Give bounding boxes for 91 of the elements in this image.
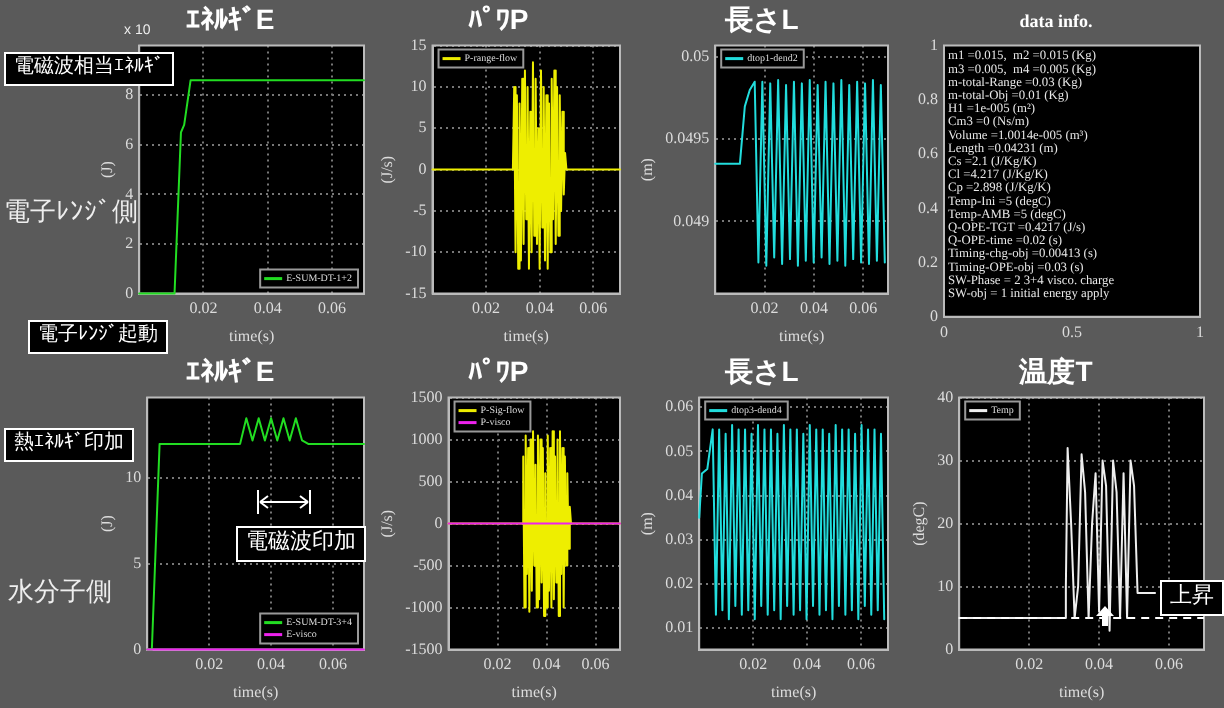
- text: 電子ﾚﾝｼﾞ起動: [28, 320, 168, 353]
- y-axis-title: (m): [637, 511, 656, 536]
- x-axis-title: time(s): [503, 326, 550, 345]
- y-tick-label: -15: [405, 283, 427, 302]
- x-tick-label: 0.02: [472, 299, 501, 318]
- y-tick-label: 0.4: [918, 198, 938, 217]
- y-tick-label: 1500: [410, 387, 443, 406]
- y-axis-title: (J): [97, 160, 116, 179]
- x-tick-label: 0.04: [525, 299, 554, 318]
- x-tick-label: 0.5: [1062, 322, 1082, 341]
- x-tick-label: 0.06: [849, 299, 878, 318]
- y-tick-label: 0.0495: [665, 129, 710, 148]
- y-tick-label: 0.01: [665, 618, 694, 637]
- x-tick-label: 0.06: [581, 655, 610, 674]
- x-tick-label: 0.06: [1155, 655, 1184, 674]
- chart-title: ﾊﾟﾜP: [467, 354, 529, 387]
- y-tick-label: 40: [937, 387, 954, 406]
- y-tick-label: -1500: [405, 639, 443, 658]
- chart-title: ﾊﾟﾜP: [467, 2, 529, 35]
- x-tick-label: 0.02: [739, 655, 768, 674]
- y-axis-title: (J/s): [377, 155, 396, 184]
- x-axis-title: time(s): [232, 682, 279, 701]
- y-tick-label: 0.049: [673, 211, 710, 230]
- y-tick-label: 6: [125, 134, 134, 153]
- y-tick-label: 0.05: [681, 47, 710, 66]
- y-tick-label: 10: [937, 576, 954, 595]
- y-axis-title: (J/s): [377, 509, 396, 538]
- y-tick-label: 0.8: [918, 90, 938, 109]
- y-tick-label: 1: [930, 35, 938, 54]
- y-tick-label: 0: [434, 513, 443, 532]
- y-tick-label: -500: [413, 555, 443, 574]
- y-tick-label: 0.05: [665, 441, 694, 460]
- y-tick-label: 15: [410, 35, 427, 54]
- y-tick-label: 2: [125, 234, 134, 253]
- x-tick-label: 0.06: [847, 655, 876, 674]
- x-tick-label: 0.06: [319, 655, 348, 674]
- x-axis-title: time(s): [778, 326, 825, 345]
- y-tick-label: 0.06: [665, 397, 694, 416]
- annotation: 電磁波相当ｴﾈﾙｷﾞ: [4, 52, 174, 85]
- y-tick-label: 500: [418, 471, 443, 490]
- x-axis-title: time(s): [770, 682, 817, 701]
- text: 熱ｴﾈﾙｷﾞ印加: [4, 428, 134, 461]
- x-tick-label: 0.04: [253, 299, 282, 318]
- y-tick-label: 1000: [410, 429, 443, 448]
- y-tick-label: 0.03: [665, 529, 694, 548]
- x-tick-label: 0.02: [483, 655, 512, 674]
- y-axis-title: (m): [637, 157, 656, 182]
- x-tick-label: 0.04: [799, 299, 828, 318]
- x-tick-label: 1: [1196, 322, 1204, 341]
- chart-title: data info.: [1019, 11, 1093, 32]
- x-tick-label: 0.02: [189, 299, 218, 318]
- y-tick-label: 20: [937, 513, 954, 532]
- x-tick-label: 0.06: [579, 299, 608, 318]
- x-tick-label: 0.02: [195, 655, 224, 674]
- x-axis-title: time(s): [228, 326, 275, 345]
- x-tick-label: 0.04: [793, 655, 822, 674]
- chart-title: 長さL: [723, 2, 800, 35]
- y-tick-label: 0: [133, 639, 142, 658]
- x-tick-label: 0.04: [532, 655, 561, 674]
- y-tick-label: 10: [410, 77, 427, 96]
- x-tick-label: 0.06: [317, 299, 346, 318]
- y-tick-label: 30: [937, 450, 954, 469]
- chart-title: 長さL: [723, 354, 800, 387]
- y-tick-label: 5: [133, 554, 142, 573]
- y-tick-label: 0: [125, 283, 134, 302]
- text: 水分子側: [8, 576, 112, 609]
- x-axis-title: time(s): [511, 682, 558, 701]
- y-axis-title: (J): [97, 514, 116, 533]
- chart-title: 温度T: [1017, 354, 1094, 387]
- x-tick-label: 0.02: [750, 299, 779, 318]
- y-tick-label: 5: [418, 118, 427, 137]
- y-tick-label: 0.04: [665, 485, 694, 504]
- y-tick-label: 0.6: [918, 144, 938, 163]
- y-tick-label: 0: [418, 159, 427, 178]
- y-axis-title: (degC): [909, 500, 928, 546]
- chart-title: ｴﾈﾙｷﾞE: [185, 2, 275, 35]
- chart-title: ｴﾈﾙｷﾞE: [185, 354, 275, 387]
- x-tick-label: 0.04: [1085, 655, 1114, 674]
- y-tick-label: -5: [413, 201, 427, 220]
- annotation: 上昇: [1160, 580, 1224, 616]
- y-tick-label: 10: [125, 468, 142, 487]
- y-tick-label: 0.02: [665, 574, 694, 593]
- x-tick-label: 0.02: [1015, 655, 1044, 674]
- y-tick-label: -1000: [405, 597, 443, 616]
- y-tick-label: 0.2: [918, 252, 938, 271]
- x-axis-title: time(s): [1058, 682, 1105, 701]
- y-tick-label: 8: [125, 85, 134, 104]
- y-tick-label: 0: [945, 639, 954, 658]
- annotation: 電磁波印加: [236, 526, 366, 562]
- y-tick-label: -10: [405, 242, 427, 261]
- x-tick-label: 0.04: [257, 655, 286, 674]
